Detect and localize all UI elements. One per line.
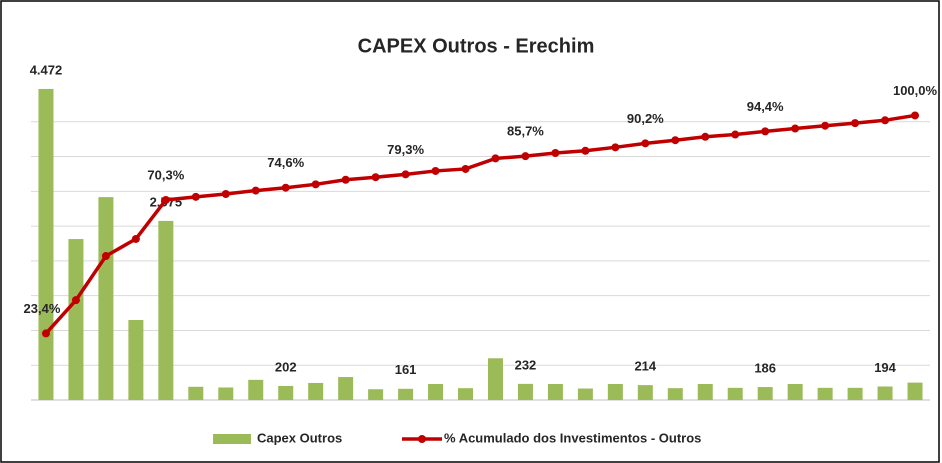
bar	[697, 384, 713, 400]
line-marker	[641, 139, 650, 148]
legend-swatch	[213, 434, 251, 444]
line-marker	[191, 192, 200, 201]
line-marker	[71, 296, 80, 305]
bar	[907, 382, 923, 400]
line-label: 100,0%	[893, 83, 938, 98]
bar-label: 214	[634, 359, 656, 374]
line-marker	[431, 166, 440, 175]
bar	[398, 388, 414, 400]
bar	[727, 387, 743, 400]
bar	[787, 384, 803, 400]
bar-label: 194	[874, 360, 896, 375]
bar	[248, 379, 264, 400]
bar	[68, 239, 84, 400]
line-marker	[131, 234, 140, 243]
bar	[38, 88, 54, 400]
line	[44, 113, 916, 335]
line-marker	[581, 146, 590, 155]
line-marker	[101, 252, 110, 261]
bar	[517, 383, 533, 400]
line-marker	[551, 149, 560, 158]
legend-marker	[418, 435, 426, 443]
bar	[847, 387, 863, 400]
line-marker	[161, 195, 170, 204]
line-marker	[701, 132, 710, 141]
line-marker	[251, 186, 260, 195]
line-marker	[281, 183, 290, 192]
line-label: 90,2%	[627, 111, 664, 126]
line-marker	[821, 121, 830, 130]
line-marker	[671, 136, 680, 145]
bar-label: 4.472	[30, 62, 63, 77]
bar-label: 161	[395, 362, 417, 377]
bar-label: 202	[275, 359, 297, 374]
line-label: 74,6%	[267, 155, 304, 170]
bar-label: 232	[515, 357, 537, 372]
bar-label: 186	[754, 361, 776, 376]
bar	[128, 320, 144, 400]
bar	[487, 358, 503, 400]
line-marker	[491, 154, 500, 163]
bar	[458, 388, 474, 400]
bar	[98, 197, 114, 400]
bar	[607, 384, 623, 400]
legend-label: Capex Outros	[257, 430, 342, 445]
bar	[218, 387, 234, 400]
line-marker	[341, 175, 350, 184]
bar	[667, 388, 683, 400]
bar	[308, 382, 324, 400]
bar	[338, 377, 354, 400]
line-label: 94,4%	[747, 99, 784, 114]
line-marker	[731, 130, 740, 139]
bar	[547, 384, 563, 400]
line-marker	[761, 127, 770, 136]
line-marker	[221, 189, 230, 198]
line-label: 79,3%	[387, 142, 424, 157]
bar	[877, 386, 893, 400]
line-label: 23,4%	[24, 301, 61, 316]
bar	[428, 384, 444, 400]
line-label: 85,7%	[507, 124, 544, 139]
bar	[188, 386, 204, 400]
line-marker	[401, 170, 410, 179]
bar	[368, 389, 384, 400]
line-marker	[461, 164, 470, 173]
line-marker	[851, 119, 860, 128]
line-marker	[371, 173, 380, 182]
bar	[278, 385, 294, 400]
chart-title: CAPEX Outros - Erechim	[358, 35, 595, 57]
line-marker	[41, 329, 50, 338]
line-marker	[521, 152, 530, 161]
line-marker	[881, 116, 890, 125]
bar	[577, 388, 593, 400]
line-marker	[911, 111, 920, 120]
line-marker	[311, 180, 320, 189]
line-marker	[611, 143, 620, 152]
bar	[637, 385, 653, 400]
bar	[158, 220, 174, 400]
line-marker	[791, 124, 800, 133]
bar	[757, 387, 773, 400]
line-label: 70,3%	[147, 167, 184, 182]
bar	[817, 387, 833, 400]
legend-label: % Acumulado dos Investimentos - Outros	[444, 430, 701, 445]
